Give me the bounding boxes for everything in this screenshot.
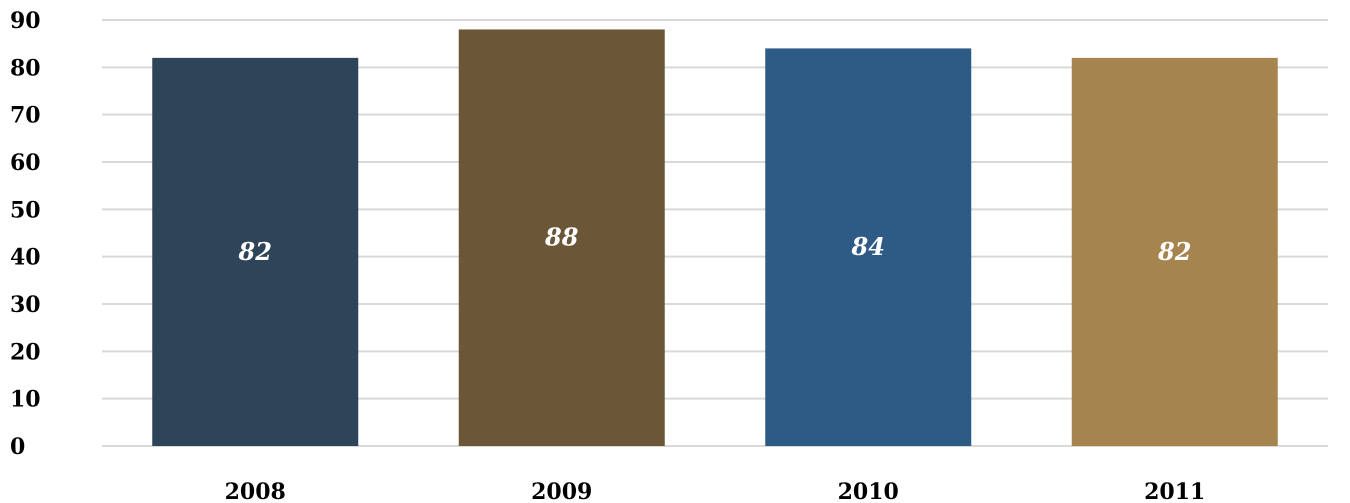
y-tick-label: 20 xyxy=(10,339,41,365)
y-tick-label: 90 xyxy=(10,8,41,34)
y-tick-label: 80 xyxy=(10,55,41,81)
y-tick-label: 40 xyxy=(10,245,41,271)
x-tick-label: 2011 xyxy=(1144,479,1205,503)
x-tick-label: 2008 xyxy=(225,479,286,503)
y-tick-label: 60 xyxy=(10,150,41,176)
bar-2009 xyxy=(458,29,665,446)
bars xyxy=(152,29,1278,447)
data-label: 88 xyxy=(544,223,579,252)
bar-2008 xyxy=(152,57,359,446)
y-axis-ticks: 0 10 20 30 40 50 60 70 80 90 xyxy=(10,8,41,460)
y-tick-label: 30 xyxy=(10,292,41,318)
x-axis-ticks: 2008 2009 2010 2011 xyxy=(225,479,1206,503)
data-label: 82 xyxy=(238,237,272,266)
y-tick-label: 70 xyxy=(10,103,41,129)
bar-2010 xyxy=(765,48,972,447)
y-tick-label: 50 xyxy=(10,197,41,223)
data-label: 82 xyxy=(1157,237,1191,266)
data-labels: 82 88 84 82 xyxy=(238,223,1192,266)
x-tick-label: 2010 xyxy=(838,479,899,503)
x-tick-label: 2009 xyxy=(531,479,592,503)
bar-2011 xyxy=(1071,57,1278,446)
y-tick-label: 10 xyxy=(10,387,41,413)
data-label: 84 xyxy=(851,232,885,261)
y-tick-label: 0 xyxy=(10,434,25,460)
